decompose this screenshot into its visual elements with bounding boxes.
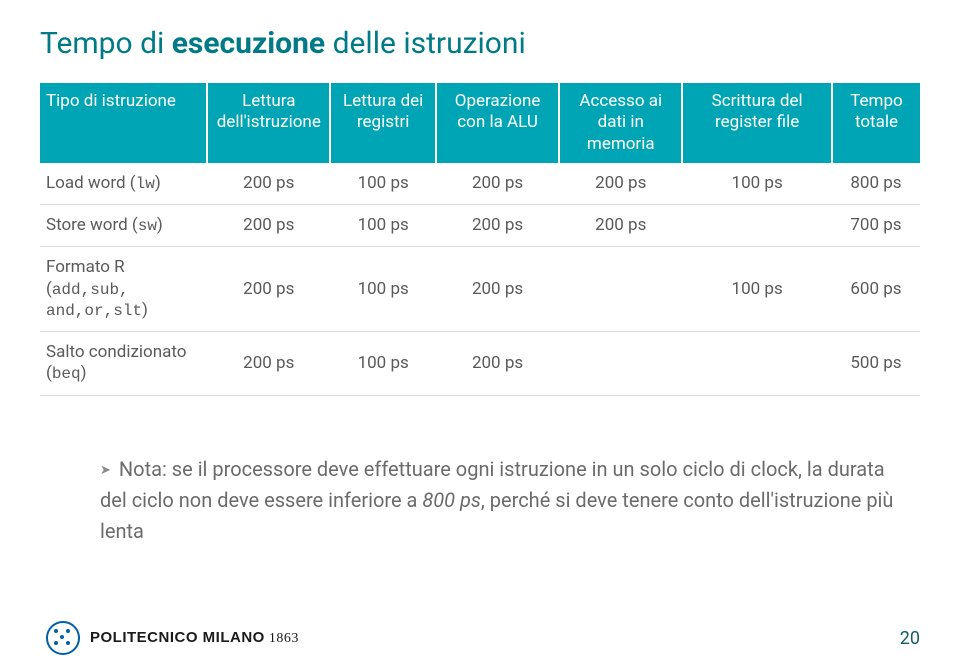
cell: 100 ps — [682, 163, 832, 205]
th-6: Tempo totale — [832, 83, 920, 163]
logo: POLITECNICO MILANO 1863 — [46, 621, 299, 655]
cell: 200 ps — [559, 205, 682, 247]
th-5: Scrittura del register file — [682, 83, 832, 163]
label-mono: lw — [136, 175, 155, 193]
label-suffix: ) — [155, 173, 161, 193]
th-4: Accesso ai dati in memoria — [559, 83, 682, 163]
cell: 100 ps — [330, 205, 436, 247]
slide: Tempo di esecuzione delle istruzioni Tip… — [0, 0, 960, 669]
title-pre: Tempo di — [40, 26, 172, 61]
cell: 100 ps — [682, 247, 832, 332]
cell: 100 ps — [330, 332, 436, 396]
label-prefix: Store word ( — [46, 215, 138, 235]
cell: 200 ps — [207, 163, 330, 205]
row2-label: Formato R (add,sub, and,or,slt) — [40, 247, 207, 332]
cell — [559, 247, 682, 332]
cell: 200 ps — [436, 247, 559, 332]
cell: 200 ps — [559, 163, 682, 205]
cell: 100 ps — [330, 247, 436, 332]
logo-name: POLITECNICO MILANO — [90, 629, 265, 646]
logo-icon — [46, 621, 80, 655]
cell: 200 ps — [436, 205, 559, 247]
label-suffix: ) — [157, 215, 163, 235]
label-suffix: ) — [81, 363, 87, 383]
cell: 200 ps — [207, 332, 330, 396]
cell: 100 ps — [330, 163, 436, 205]
row3-label: Salto condizionato (beq) — [40, 332, 207, 396]
table-header-row: Tipo di istruzione Lettura dell'istruzio… — [40, 83, 920, 163]
cell — [559, 332, 682, 396]
label-prefix: Load word ( — [46, 173, 136, 193]
th-2: Lettura dei registri — [330, 83, 436, 163]
title-bold: esecuzione — [172, 26, 325, 61]
table-row: Salto condizionato (beq) 200 ps 100 ps 2… — [40, 332, 920, 396]
timing-table: Tipo di istruzione Lettura dell'istruzio… — [40, 83, 920, 396]
cell: 200 ps — [207, 247, 330, 332]
cell: 200 ps — [207, 205, 330, 247]
label-mono: beq — [52, 365, 81, 383]
note-italic: 800 ps — [422, 488, 481, 512]
th-0: Tipo di istruzione — [40, 83, 207, 163]
th-1: Lettura dell'istruzione — [207, 83, 330, 163]
cell: 500 ps — [832, 332, 920, 396]
cell: 200 ps — [436, 332, 559, 396]
logo-text: POLITECNICO MILANO 1863 — [90, 629, 299, 647]
slide-title: Tempo di esecuzione delle istruzioni — [40, 26, 920, 61]
row1-label: Store word (sw) — [40, 205, 207, 247]
footer: POLITECNICO MILANO 1863 20 — [0, 607, 960, 669]
table-body: Load word (lw) 200 ps 100 ps 200 ps 200 … — [40, 163, 920, 395]
label-mono: add,sub, and,or,slt — [46, 281, 142, 320]
note-text: ➤Nota: se il processore deve effettuare … — [100, 454, 900, 547]
bullet-icon: ➤ — [100, 461, 111, 481]
label-mono: sw — [138, 217, 157, 235]
page-number: 20 — [900, 628, 920, 649]
cell — [682, 205, 832, 247]
cell: 800 ps — [832, 163, 920, 205]
th-3: Operazione con la ALU — [436, 83, 559, 163]
table-row: Store word (sw) 200 ps 100 ps 200 ps 200… — [40, 205, 920, 247]
label-suffix: ) — [142, 300, 148, 320]
cell — [682, 332, 832, 396]
cell: 600 ps — [832, 247, 920, 332]
table-row: Formato R (add,sub, and,or,slt) 200 ps 1… — [40, 247, 920, 332]
row0-label: Load word (lw) — [40, 163, 207, 205]
table-row: Load word (lw) 200 ps 100 ps 200 ps 200 … — [40, 163, 920, 205]
title-post: delle istruzioni — [325, 26, 526, 61]
cell: 200 ps — [436, 163, 559, 205]
cell: 700 ps — [832, 205, 920, 247]
logo-year: 1863 — [269, 631, 299, 646]
